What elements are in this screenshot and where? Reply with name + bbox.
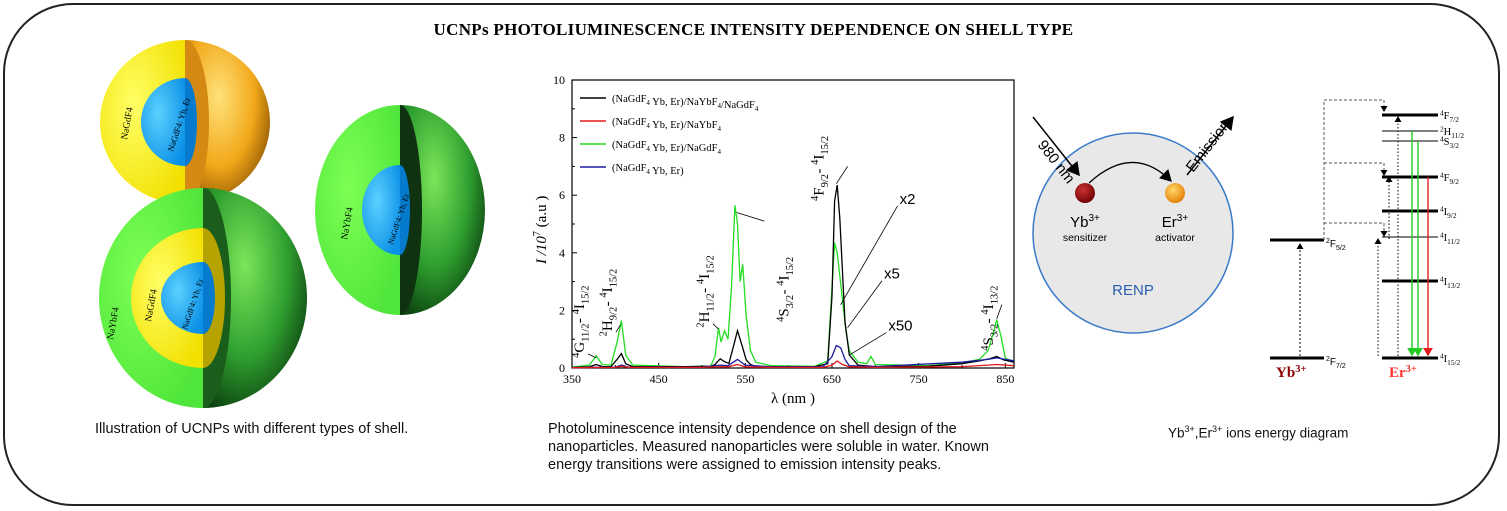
transition-pointer bbox=[996, 304, 1003, 320]
legend-entry: (NaGdF4 Yb, Er)/NaGdF4 bbox=[612, 140, 721, 156]
y-tick-label: 6 bbox=[559, 188, 565, 202]
er-level-label: 2H11/2 bbox=[1440, 124, 1464, 140]
y-axis-label: I /107 (a.u ) bbox=[532, 196, 550, 265]
sphere-yb-shell: NaYbF4 NaGdF4: Yb, Er bbox=[315, 105, 485, 315]
x-tick-label: 450 bbox=[650, 372, 668, 386]
transition-label-text: 4G11/2 - 4I15/2 bbox=[571, 285, 592, 357]
energy-level-diagram: 2F5/2 2F7/2 4F7/2 2H11/2 4S3/2 4F9/2 4I9… bbox=[1270, 99, 1464, 381]
page-title: UCNPs PHOTOLIUMINESCENCE INTENSITY DEPEN… bbox=[433, 20, 1074, 39]
chart-legend: (NaGdF4 Yb, Er)/NaYbF4/NaGdF4 (NaGdF4 Yb,… bbox=[580, 94, 759, 177]
legend-entry: (NaGdF4 Yb, Er) bbox=[612, 163, 684, 177]
er-level-label: 4I11/2 bbox=[1440, 230, 1460, 246]
er-role: activator bbox=[1155, 232, 1195, 244]
scale-factor-pointer bbox=[849, 332, 887, 356]
y-tick-label: 0 bbox=[559, 361, 565, 375]
renp-label: RENP bbox=[1112, 282, 1154, 299]
yb-ion bbox=[1075, 183, 1095, 203]
er-ion bbox=[1165, 183, 1185, 203]
yb-level-label-2F7-2: 2F7/2 bbox=[1326, 356, 1346, 370]
scale-factor-pointer bbox=[840, 205, 898, 305]
scale-factor-label: x50 bbox=[888, 318, 912, 335]
scale-factor-label: x5 bbox=[884, 266, 900, 283]
energy-transfer-path-2 bbox=[1324, 162, 1388, 176]
y-tick-label: 2 bbox=[559, 303, 565, 317]
transfer-arrow bbox=[1088, 161, 1172, 184]
er-ion-label: Er3+ bbox=[1162, 213, 1189, 231]
excitation-arrow bbox=[1032, 116, 1080, 177]
er-level-label: 4I9/2 bbox=[1440, 204, 1457, 220]
transition-pointer bbox=[615, 324, 621, 333]
transition-pointer bbox=[712, 323, 719, 330]
chart-caption: Photoluminescence intensity dependence o… bbox=[548, 421, 989, 473]
y-tick-label: 10 bbox=[553, 73, 565, 87]
illustration-caption: Illustration of UCNPs with different typ… bbox=[95, 421, 409, 437]
transition-pointer bbox=[835, 166, 848, 184]
transition-label-text: 2H9/2 - 4I15/2 bbox=[599, 269, 620, 337]
energy-transfer-path-1 bbox=[1323, 99, 1388, 240]
er-level-label: 4I15/2 bbox=[1440, 351, 1461, 367]
y-tick-label: 4 bbox=[559, 246, 565, 260]
nanoparticle-illustration: NaGdF4 NaGdF4: Yb, Er NaYbF4 NaGdF4: Yb,… bbox=[99, 40, 485, 408]
renp-diagram: 980 nm Emission Yb3+ sensitizer Er3+ act… bbox=[1032, 115, 1234, 334]
series-line bbox=[571, 360, 1015, 369]
er-level-label: 4I13/2 bbox=[1440, 274, 1461, 290]
transition-label-text: 4F9/2 - 4I15/2 bbox=[810, 136, 831, 201]
x-tick-label: 750 bbox=[910, 372, 928, 386]
renp-circle bbox=[1032, 132, 1234, 334]
transition-label: 4G11/2 - 4I15/2 bbox=[571, 285, 592, 357]
pl-spectrum-chart: 350 450 550 650 750 850 0 2 4 6 8 10 λ (nm ) I /107 (… bbox=[532, 73, 1015, 407]
chart-axes: 350 450 550 650 750 850 0 2 4 6 8 10 λ (nm ) I /107 (… bbox=[532, 73, 1015, 407]
er-level-label: 4S3/2 bbox=[1440, 134, 1459, 150]
yb-ion-label: Yb3+ bbox=[1070, 213, 1100, 231]
transition-label-text: 2H11/2 - 4I15/2 bbox=[696, 255, 717, 327]
transition-label: 2H11/2 - 4I15/2 bbox=[696, 255, 717, 327]
transition-pointer bbox=[587, 353, 597, 359]
energy-diagram-caption: Yb3+,Er3+ ions energy diagram bbox=[1168, 424, 1349, 441]
transition-label-text: 4S3/2 - 4I13/2 bbox=[980, 286, 1001, 351]
x-tick-label: 350 bbox=[563, 372, 581, 386]
sphere-gd-shell: NaGdF4 NaGdF4: Yb, Er bbox=[100, 40, 270, 204]
transition-label: 4S3/2 - 4I15/2 bbox=[775, 257, 796, 322]
energy-transfer-path-3 bbox=[1324, 222, 1388, 237]
x-tick-label: 550 bbox=[736, 372, 754, 386]
scale-factor-pointer bbox=[847, 280, 883, 328]
er-levels: 4F7/2 2H11/2 4S3/2 4F9/2 4I9/2 4I11/2 4I… bbox=[1382, 108, 1464, 367]
er-level-label: 4F7/2 bbox=[1440, 108, 1459, 124]
sphere-double-shell: NaYbF4 NaGdF4 NaGdF4: Yb, Er bbox=[99, 188, 307, 408]
chart-annotations: 4G11/2 - 4I15/2 2H9/2 - 4I15/2 2H11/2 - … bbox=[571, 136, 1003, 359]
legend-entry: (NaGdF4 Yb, Er)/NaYbF4/NaGdF4 bbox=[612, 94, 759, 113]
er-level-label: 4F9/2 bbox=[1440, 170, 1459, 186]
emission-arrow bbox=[1186, 115, 1234, 176]
x-axis-label: λ (nm ) bbox=[771, 391, 815, 407]
er-ion-title-text: Er3+ bbox=[1389, 364, 1417, 381]
rounded-frame bbox=[3, 3, 1500, 506]
transition-label: 4F9/2 - 4I15/2 bbox=[810, 136, 831, 201]
transition-label: 4S3/2 - 4I13/2 bbox=[980, 286, 1001, 351]
transition-label: 2H9/2 - 4I15/2 bbox=[599, 269, 620, 337]
yb-ion-title-text: Yb3+ bbox=[1276, 364, 1306, 381]
x-tick-label: 850 bbox=[996, 372, 1014, 386]
transition-label-text: 4S3/2 - 4I15/2 bbox=[775, 257, 796, 322]
scale-factor-label: x2 bbox=[900, 191, 916, 208]
y-tick-label: 8 bbox=[559, 131, 565, 145]
series-line bbox=[571, 205, 1015, 368]
x-tick-label: 650 bbox=[823, 372, 841, 386]
legend-entry: (NaGdF4 Yb, Er)/NaYbF4 bbox=[612, 117, 721, 133]
chart-series bbox=[571, 184, 1015, 369]
yb-level-label-2F5-2: 2F5/2 bbox=[1326, 238, 1346, 252]
yb-role: sensitizer bbox=[1063, 232, 1108, 244]
transition-pointer bbox=[736, 212, 765, 222]
